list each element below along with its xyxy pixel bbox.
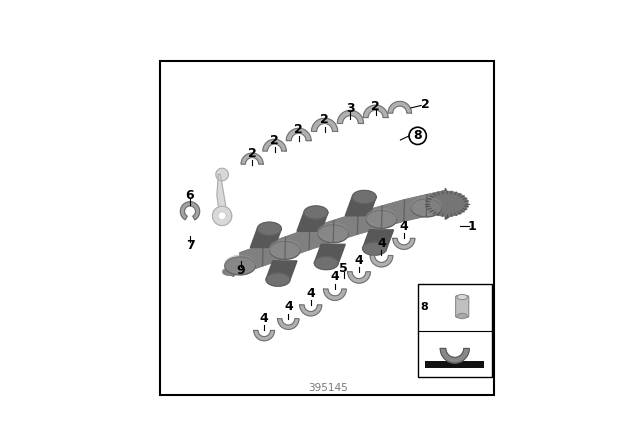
- Text: 3: 3: [346, 103, 355, 116]
- Polygon shape: [263, 139, 286, 151]
- Polygon shape: [240, 191, 445, 274]
- Text: 2: 2: [371, 100, 380, 113]
- FancyBboxPatch shape: [456, 296, 468, 318]
- Polygon shape: [300, 305, 322, 316]
- Polygon shape: [212, 206, 232, 225]
- Text: 2: 2: [421, 98, 429, 111]
- Polygon shape: [440, 349, 469, 363]
- Text: 4: 4: [260, 312, 269, 325]
- Polygon shape: [388, 101, 412, 113]
- Text: 5: 5: [339, 262, 348, 275]
- Text: 2: 2: [320, 113, 329, 126]
- Polygon shape: [445, 188, 451, 220]
- Text: 7: 7: [186, 239, 195, 252]
- Text: 4: 4: [330, 271, 339, 284]
- Polygon shape: [266, 261, 297, 280]
- Polygon shape: [240, 191, 445, 274]
- Polygon shape: [348, 272, 371, 283]
- Polygon shape: [363, 105, 388, 117]
- Polygon shape: [314, 257, 338, 270]
- Polygon shape: [411, 197, 442, 215]
- Text: 4: 4: [399, 220, 408, 233]
- Bar: [418, 284, 492, 377]
- Polygon shape: [297, 212, 328, 231]
- Polygon shape: [223, 268, 236, 275]
- Text: 4: 4: [307, 287, 315, 300]
- Text: 8: 8: [413, 129, 422, 142]
- Text: 9: 9: [237, 264, 245, 277]
- Polygon shape: [269, 241, 300, 259]
- Polygon shape: [323, 289, 346, 301]
- Polygon shape: [304, 206, 328, 219]
- Polygon shape: [363, 242, 387, 255]
- Polygon shape: [228, 266, 240, 276]
- Polygon shape: [269, 240, 300, 258]
- Polygon shape: [370, 255, 393, 267]
- Polygon shape: [254, 331, 275, 341]
- Polygon shape: [217, 174, 226, 214]
- Text: 2: 2: [270, 134, 279, 146]
- Ellipse shape: [457, 314, 467, 319]
- Polygon shape: [257, 222, 282, 235]
- Bar: [425, 362, 484, 368]
- Polygon shape: [278, 319, 299, 329]
- Text: 2: 2: [294, 123, 303, 136]
- Polygon shape: [345, 197, 376, 216]
- Polygon shape: [366, 209, 397, 227]
- Circle shape: [409, 127, 426, 145]
- Polygon shape: [286, 128, 311, 141]
- Text: 4: 4: [355, 254, 364, 267]
- Text: 395145: 395145: [308, 383, 348, 393]
- Polygon shape: [180, 202, 200, 220]
- Polygon shape: [366, 211, 397, 228]
- Text: 2: 2: [248, 146, 257, 159]
- Ellipse shape: [457, 294, 467, 300]
- Text: 1: 1: [468, 220, 477, 233]
- Polygon shape: [241, 153, 263, 164]
- Polygon shape: [362, 230, 394, 249]
- Polygon shape: [393, 238, 415, 250]
- Polygon shape: [218, 212, 226, 220]
- Text: 8: 8: [420, 302, 428, 311]
- Polygon shape: [250, 228, 282, 247]
- Polygon shape: [266, 273, 290, 286]
- Polygon shape: [314, 244, 345, 263]
- Polygon shape: [411, 199, 442, 217]
- Text: 6: 6: [186, 189, 195, 202]
- Polygon shape: [337, 110, 364, 124]
- Polygon shape: [216, 168, 228, 181]
- Polygon shape: [225, 257, 255, 275]
- Text: 4: 4: [284, 301, 292, 314]
- Polygon shape: [426, 191, 468, 216]
- Polygon shape: [225, 255, 255, 273]
- Polygon shape: [318, 225, 348, 243]
- Polygon shape: [312, 118, 338, 131]
- Text: 4: 4: [377, 237, 386, 250]
- Polygon shape: [352, 190, 376, 203]
- Polygon shape: [318, 223, 348, 241]
